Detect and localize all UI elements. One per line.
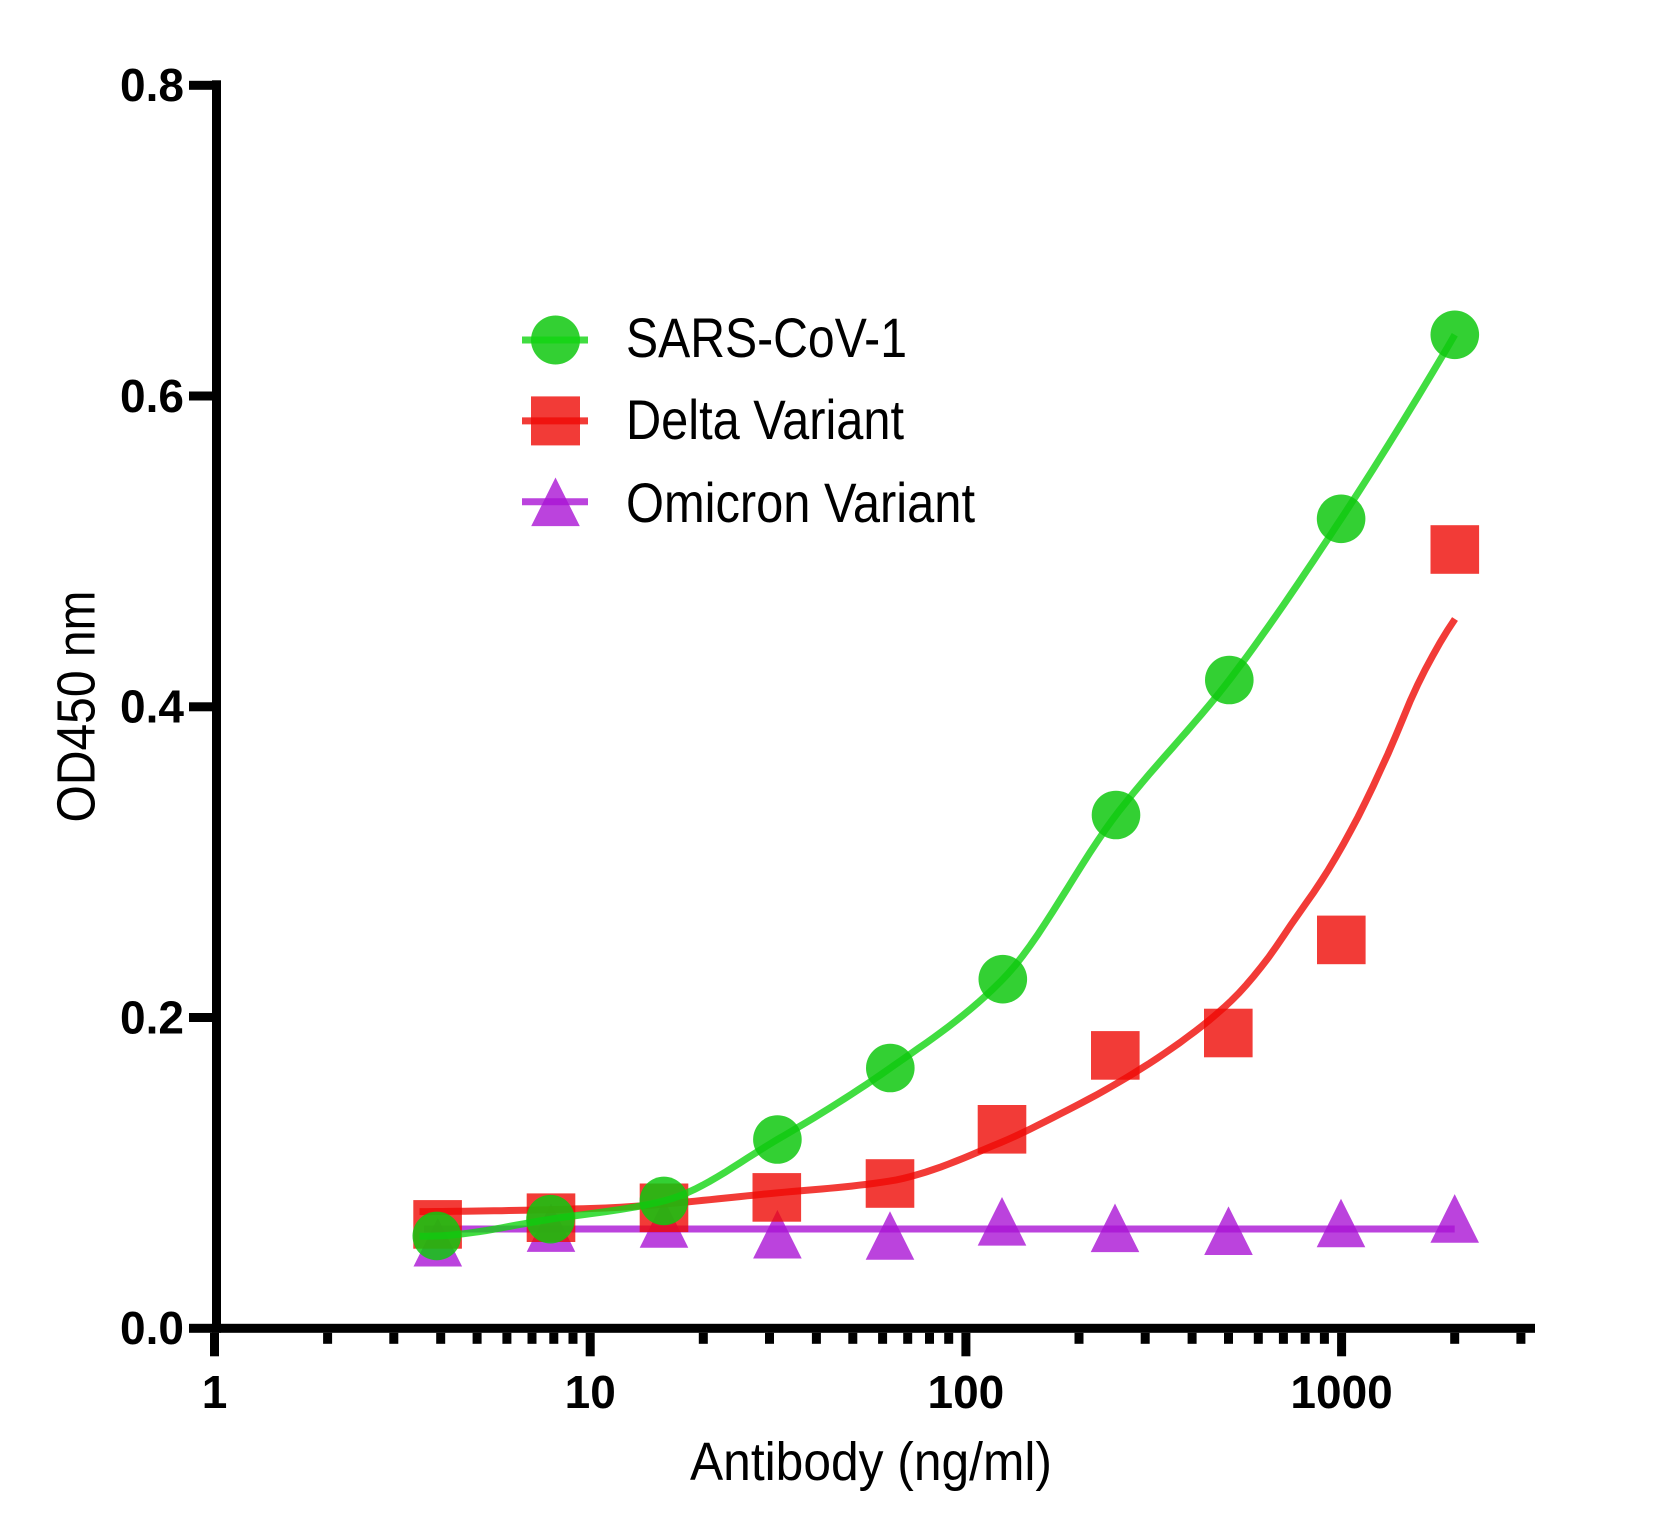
svg-text:1: 1: [202, 1366, 228, 1418]
svg-text:SARS-CoV-1: SARS-CoV-1: [626, 306, 907, 369]
svg-text:Antibody (ng/ml): Antibody (ng/ml): [690, 1432, 1052, 1492]
svg-text:100: 100: [928, 1366, 1005, 1418]
svg-text:OD450 nm: OD450 nm: [47, 591, 107, 823]
svg-text:0.4: 0.4: [120, 681, 184, 733]
svg-text:Delta Variant: Delta Variant: [626, 388, 904, 451]
svg-text:0.2: 0.2: [120, 991, 184, 1043]
svg-text:Omicron Variant: Omicron Variant: [626, 471, 975, 534]
svg-text:10: 10: [565, 1366, 616, 1418]
svg-text:0.6: 0.6: [120, 370, 184, 422]
svg-text:0.8: 0.8: [120, 59, 184, 111]
svg-text:0.0: 0.0: [120, 1302, 184, 1354]
svg-text:1000: 1000: [1290, 1366, 1392, 1418]
